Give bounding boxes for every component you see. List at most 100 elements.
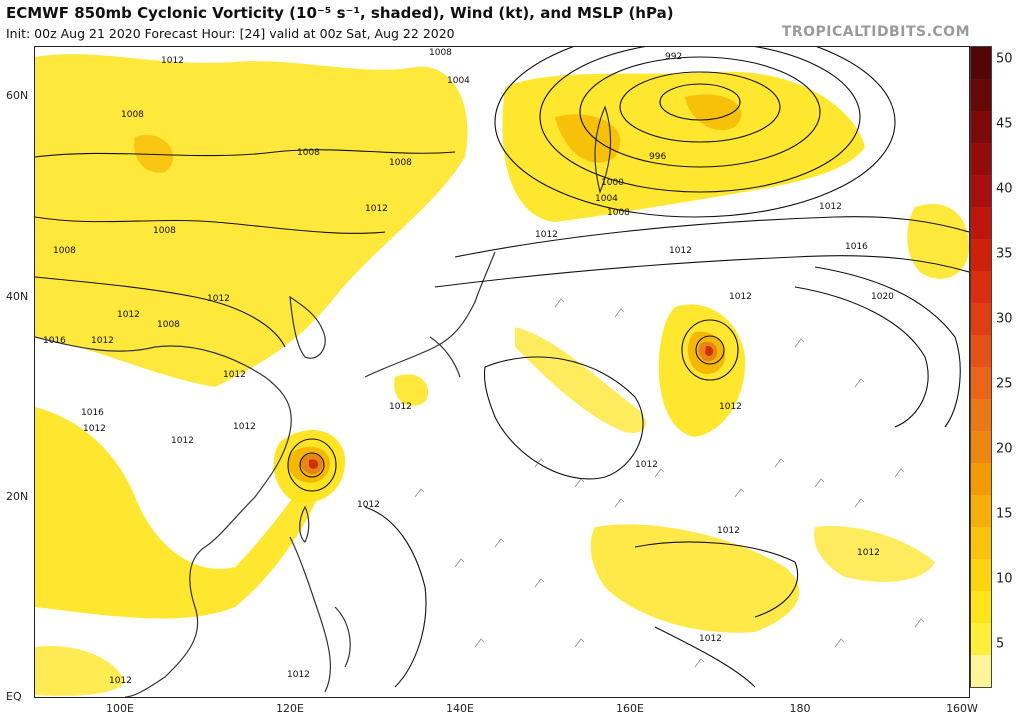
brand-watermark[interactable]: TROPICALTIDBITS.COM xyxy=(781,24,970,40)
colorbar xyxy=(970,46,992,688)
isobar-label: 1008 xyxy=(429,48,452,58)
isobar-label: 1012 xyxy=(109,676,132,686)
colorbar-segment xyxy=(971,239,991,271)
wind-barb xyxy=(694,658,705,668)
isobar-label: 1008 xyxy=(153,226,176,236)
chart-subtitle: Init: 00z Aug 21 2020 Forecast Hour: [24… xyxy=(6,26,455,41)
vorticity-shade xyxy=(907,203,969,279)
colorbar-segment xyxy=(971,367,991,399)
vorticity-shade xyxy=(35,646,125,696)
wind-barb xyxy=(534,578,545,588)
map-panel[interactable]: 1012 1008 1008 1008 1012 1008 1008 1012 … xyxy=(34,46,970,698)
isobar xyxy=(454,216,969,258)
vorticity-shade xyxy=(515,327,646,433)
wind-barb xyxy=(494,538,505,548)
lat-label-eq: EQ xyxy=(6,690,22,703)
isobar-label: 1016 xyxy=(81,408,104,418)
colorbar-segment xyxy=(971,463,991,495)
isobar-label: 1012 xyxy=(161,56,184,66)
wind-barb xyxy=(834,638,845,648)
isobars xyxy=(35,47,969,688)
isobar xyxy=(634,541,799,618)
isobar-label: 1012 xyxy=(719,402,742,412)
vorticity-shade xyxy=(555,114,621,163)
coastline-taiwan xyxy=(299,505,310,543)
isobar xyxy=(695,335,725,365)
isobar-label: 1004 xyxy=(595,194,618,204)
colorbar-segment xyxy=(971,335,991,367)
isobar xyxy=(579,56,821,168)
isobar xyxy=(287,438,337,492)
wind-barb xyxy=(574,478,585,488)
isobar-labels: 1012 1008 1008 1008 1012 1008 1008 1012 … xyxy=(43,48,894,686)
vorticity-shade xyxy=(685,94,742,131)
colorbar-segment xyxy=(971,271,991,303)
colorbar-tick-35: 35 xyxy=(996,246,1013,262)
coastline-kamchatka xyxy=(594,105,612,194)
wind-barb xyxy=(854,378,865,388)
isobar xyxy=(654,626,756,688)
coastlines xyxy=(35,105,612,697)
isobar-label: 1008 xyxy=(53,246,76,256)
colorbar-segment xyxy=(971,559,991,591)
wind-barb xyxy=(794,338,805,348)
colorbar-tick-50: 50 xyxy=(996,51,1013,67)
isobar-label: 1012 xyxy=(207,294,230,304)
lon-label-180: 180 xyxy=(789,702,811,715)
isobar-label: 1020 xyxy=(871,292,894,302)
lat-label-60n: 60N xyxy=(6,89,29,102)
coastline-japan xyxy=(364,251,496,378)
map-canvas: 1012 1008 1008 1008 1012 1008 1008 1012 … xyxy=(35,47,969,697)
isobar xyxy=(299,452,325,478)
isobar-label: 1004 xyxy=(447,76,470,86)
coastline-korea xyxy=(289,295,326,359)
colorbar-segment xyxy=(971,399,991,431)
wind-barb xyxy=(474,638,485,648)
wind-barb xyxy=(734,488,745,498)
isobar xyxy=(494,47,896,218)
wind-barb xyxy=(554,298,565,308)
lon-label-160e: 160E xyxy=(616,702,644,715)
isobar-label: 1008 xyxy=(121,110,144,120)
lon-label-160w: 160W xyxy=(946,702,978,715)
colorbar-tick-45: 45 xyxy=(996,116,1013,132)
colorbar-segment xyxy=(971,591,991,623)
isobar-label: 1012 xyxy=(669,246,692,256)
vorticity-shading xyxy=(35,54,969,696)
isobar xyxy=(659,83,741,121)
lon-label-140e: 140E xyxy=(446,702,474,715)
isobar xyxy=(794,286,929,428)
colorbar-segment xyxy=(971,207,991,239)
colorbar-segment xyxy=(971,47,991,79)
colorbar-tick-10: 10 xyxy=(996,571,1013,587)
isobar-label: 1012 xyxy=(857,548,880,558)
isobar xyxy=(364,506,427,688)
isobar xyxy=(35,149,456,158)
isobar xyxy=(483,356,644,480)
isobar xyxy=(681,319,739,381)
lat-label-40n: 40N xyxy=(6,290,29,303)
colorbar-tick-20: 20 xyxy=(996,441,1013,457)
isobar-label: 1008 xyxy=(389,158,412,168)
isobar-label: 1012 xyxy=(91,336,114,346)
isobar-label: 1012 xyxy=(83,424,106,434)
colorbar-segment xyxy=(971,655,991,687)
wind-barb xyxy=(574,638,585,648)
isobar-label: 1008 xyxy=(297,148,320,158)
colorbar-segment xyxy=(971,111,991,143)
isobar-label: 996 xyxy=(649,152,666,162)
wind-barb xyxy=(654,468,665,478)
isobar-label: 1016 xyxy=(845,242,868,252)
colorbar-segment xyxy=(971,495,991,527)
colorbar-tick-15: 15 xyxy=(996,506,1013,522)
isobar-label: 1012 xyxy=(365,204,388,214)
wind-barb xyxy=(774,458,785,468)
isobar xyxy=(619,71,781,143)
wind-barb xyxy=(894,468,905,478)
wind-barb xyxy=(914,618,925,628)
vorticity-shade xyxy=(35,407,335,619)
vorticity-shade xyxy=(705,345,714,356)
colorbar-segment xyxy=(971,623,991,655)
isobar-label: 1012 xyxy=(699,634,722,644)
wind-barb xyxy=(414,488,425,498)
